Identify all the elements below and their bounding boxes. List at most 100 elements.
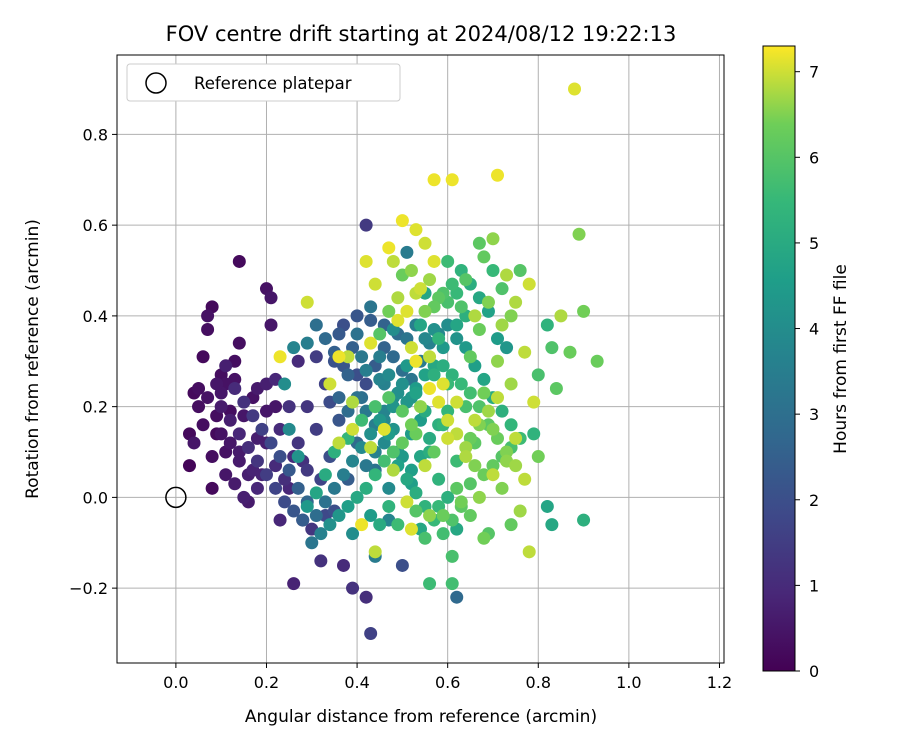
data-point (441, 318, 455, 332)
data-point (237, 409, 251, 423)
data-point (454, 377, 468, 391)
data-point (309, 422, 323, 436)
data-point (518, 345, 532, 359)
data-point (386, 254, 400, 268)
data-point (318, 468, 332, 482)
data-points (182, 82, 604, 641)
x-tick-label: 0.0 (163, 673, 188, 692)
data-point (545, 518, 559, 532)
data-point (201, 391, 215, 405)
data-point (568, 82, 582, 96)
data-point (491, 391, 505, 405)
data-point (364, 300, 378, 314)
data-point (509, 295, 523, 309)
data-point (336, 468, 350, 482)
data-point (400, 304, 414, 318)
data-point (192, 400, 206, 414)
data-point (368, 545, 382, 559)
data-point (513, 264, 527, 278)
data-point (468, 413, 482, 427)
data-point (364, 427, 378, 441)
data-point (427, 445, 441, 459)
colorbar-tick-label: 6 (809, 148, 819, 167)
data-point (187, 436, 201, 450)
data-point (427, 173, 441, 187)
colorbar-tick-label: 1 (809, 576, 819, 595)
data-point (391, 291, 405, 305)
data-point (459, 450, 473, 464)
data-point (404, 522, 418, 536)
data-point (395, 436, 409, 450)
data-point (495, 481, 509, 495)
data-point (441, 254, 455, 268)
colorbar-tick-label: 4 (809, 320, 819, 339)
data-point (382, 499, 396, 513)
data-point (250, 454, 264, 468)
data-point (282, 400, 296, 414)
data-point (346, 527, 360, 541)
data-point (400, 495, 414, 509)
data-point (300, 336, 314, 350)
data-point (395, 558, 409, 572)
data-point (259, 468, 273, 482)
data-point (450, 318, 464, 332)
data-point (527, 427, 541, 441)
data-point (491, 354, 505, 368)
colorbar (762, 45, 796, 672)
data-point (414, 318, 427, 332)
data-point (359, 218, 373, 232)
data-point (459, 440, 473, 454)
data-point (491, 168, 505, 182)
y-tick-label: 0.0 (83, 488, 108, 507)
data-point (269, 481, 283, 495)
legend-reference-marker-icon (145, 72, 167, 94)
data-point (477, 531, 491, 545)
data-point (463, 386, 477, 400)
data-point (255, 422, 269, 436)
data-point (590, 354, 604, 368)
data-point (364, 336, 378, 350)
data-point (287, 341, 301, 355)
data-point (382, 368, 396, 382)
data-point (359, 481, 373, 495)
x-tick-label: 0.4 (344, 673, 369, 692)
data-point (577, 513, 591, 527)
data-point (441, 431, 455, 445)
data-point (318, 332, 332, 346)
data-point (500, 268, 514, 282)
data-point (540, 318, 554, 332)
data-point (481, 295, 495, 309)
data-point (445, 577, 459, 591)
data-point (391, 313, 405, 327)
data-point (418, 332, 432, 346)
data-point (264, 318, 278, 332)
data-point (273, 513, 287, 527)
x-tick-label: 0.2 (254, 673, 279, 692)
data-point (364, 440, 378, 454)
data-point (219, 359, 233, 373)
data-point (445, 173, 459, 187)
data-point (395, 404, 409, 418)
y-tick-label: 0.4 (83, 307, 108, 326)
data-point (418, 459, 432, 473)
data-point (500, 445, 514, 459)
data-point (409, 354, 423, 368)
data-point (386, 350, 400, 364)
data-point (450, 481, 464, 495)
data-point (395, 214, 409, 228)
data-point (463, 509, 477, 523)
data-point (549, 381, 563, 395)
data-point (201, 309, 215, 323)
y-axis-label: Rotation from reference (arcmin) (23, 219, 43, 499)
data-point (318, 495, 332, 509)
data-point (273, 350, 287, 364)
colorbar-tick-label: 7 (809, 63, 819, 82)
data-point (332, 413, 346, 427)
data-point (486, 422, 500, 436)
data-point (232, 427, 246, 441)
data-point (459, 273, 473, 287)
data-point (427, 254, 441, 268)
data-point (436, 377, 450, 391)
data-point (436, 527, 450, 541)
data-point (309, 509, 323, 523)
